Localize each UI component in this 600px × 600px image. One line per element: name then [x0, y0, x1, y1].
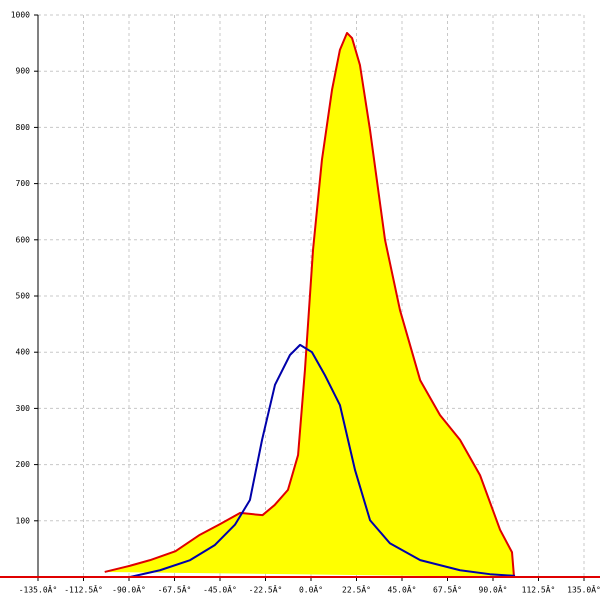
y-tick-label: 500	[16, 292, 31, 301]
x-tick-label: 135.0Â°	[567, 584, 600, 595]
line	[129, 343, 516, 578]
y-tick-label: 200	[16, 460, 31, 469]
y-tick-label: 900	[16, 67, 31, 76]
x-tick-label: -135.0Â°	[19, 584, 58, 595]
y-tick-label: 700	[16, 179, 31, 188]
x-tick-label: -67.5Â°	[158, 584, 192, 595]
x-tick-label: 67.5Â°	[433, 584, 462, 595]
y-tick-label: 100	[16, 516, 31, 525]
x-tick-label: 45.0Â°	[388, 584, 417, 595]
x-tick-label: 0.0Â°	[299, 584, 323, 595]
x-tick-label: -112.5Â°	[64, 584, 103, 595]
x-tick-label: 112.5Â°	[522, 584, 556, 595]
y-tick-label: 600	[16, 235, 31, 244]
y-tick-label: 1000	[11, 11, 30, 20]
y-tick-label: 300	[16, 404, 31, 413]
y-tick-label: 400	[16, 348, 31, 357]
x-tick-label: -45.0Â°	[203, 584, 237, 595]
area	[104, 31, 516, 578]
y-tick-label: 800	[16, 123, 31, 132]
x-tick-label: 90.0Â°	[479, 584, 508, 595]
x-tick-label: 22.5Â°	[342, 584, 371, 595]
x-tick-label: -22.5Â°	[249, 584, 283, 595]
x-tick-label: -90.0Â°	[112, 584, 146, 595]
